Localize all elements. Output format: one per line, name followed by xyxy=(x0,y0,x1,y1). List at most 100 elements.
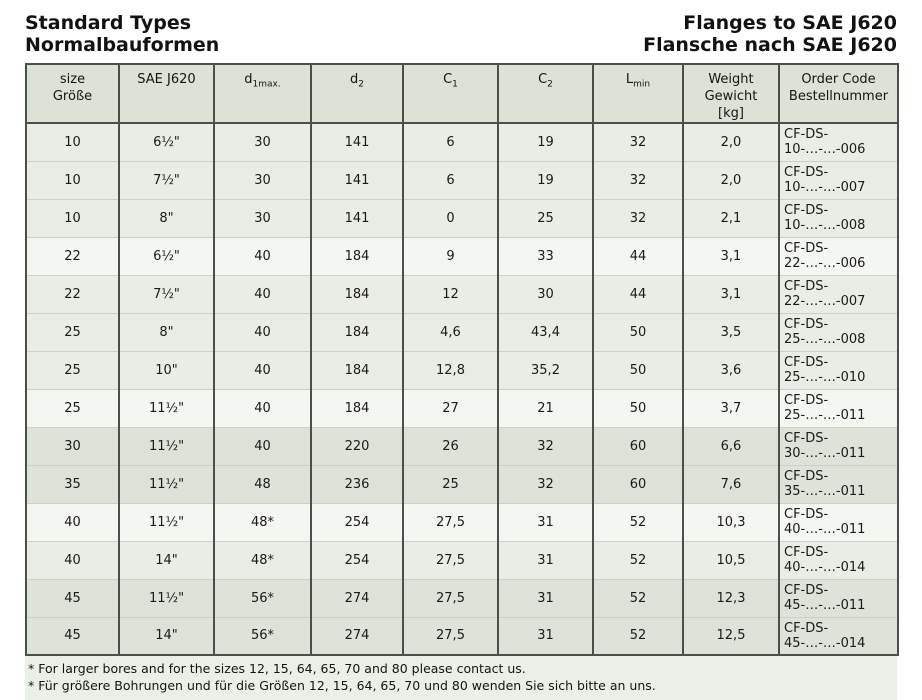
cell-d2: 254 xyxy=(310,540,403,579)
cell-lmin: 32 xyxy=(592,123,683,161)
cell-c1: 27,5 xyxy=(402,616,498,655)
cell-order-code: CF-DS-25-…-…-010 xyxy=(778,350,898,389)
cell-c2: 31 xyxy=(497,540,593,579)
cell-lmin: 52 xyxy=(592,616,683,655)
cell-sae: 7½" xyxy=(118,160,214,199)
cell-order-code: CF-DS-25-…-…-008 xyxy=(778,312,898,351)
table-row: 25 10" 40 184 12,8 35,2 50 3,6 CF-DS-25-… xyxy=(26,350,898,389)
cell-d2: 184 xyxy=(310,274,403,313)
cell-c1: 25 xyxy=(402,464,498,503)
cell-size: 45 xyxy=(26,578,119,617)
cell-order-code: CF-DS-22-…-…-006 xyxy=(778,236,898,275)
cell-lmin: 32 xyxy=(592,160,683,199)
cell-order-code: CF-DS-45-…-…-014 xyxy=(778,616,898,655)
cell-c2: 21 xyxy=(497,388,593,427)
table-body: 10 6½" 30 141 6 19 32 2,0 CF-DS-10-…-…-0… xyxy=(26,123,898,655)
cell-d1max: 40 xyxy=(213,312,311,351)
cell-d2: 220 xyxy=(310,426,403,465)
cell-size: 40 xyxy=(26,540,119,579)
cell-size: 22 xyxy=(26,236,119,275)
cell-lmin: 60 xyxy=(592,426,683,465)
cell-c2: 31 xyxy=(497,578,593,617)
cell-lmin: 50 xyxy=(592,350,683,389)
cell-d2: 274 xyxy=(310,578,403,617)
cell-c1: 27,5 xyxy=(402,502,498,541)
col-header-weight-unit: [kg] xyxy=(718,106,744,121)
cell-d2: 184 xyxy=(310,350,403,389)
cell-c2: 32 xyxy=(497,426,593,465)
cell-weight: 3,6 xyxy=(682,350,779,389)
cell-c1: 9 xyxy=(402,236,498,275)
cell-order-code: CF-DS-40-…-…-011 xyxy=(778,502,898,541)
cell-weight: 2,0 xyxy=(682,160,779,199)
cell-size: 25 xyxy=(26,312,119,351)
col-header-sae: SAE J620 xyxy=(118,64,214,124)
cell-d2: 141 xyxy=(310,198,403,237)
cell-size: 22 xyxy=(26,274,119,313)
cell-size: 35 xyxy=(26,464,119,503)
cell-lmin: 60 xyxy=(592,464,683,503)
cell-lmin: 52 xyxy=(592,540,683,579)
cell-size: 25 xyxy=(26,350,119,389)
cell-c1: 27 xyxy=(402,388,498,427)
table-row: 35 11½" 48 236 25 32 60 7,6 CF-DS-35-…-…… xyxy=(26,464,898,503)
col-header-d2: d2 xyxy=(310,64,403,124)
cell-c1: 12 xyxy=(402,274,498,313)
cell-weight: 3,1 xyxy=(682,274,779,313)
cell-sae: 11½" xyxy=(118,464,214,503)
cell-c2: 25 xyxy=(497,198,593,237)
cell-d2: 184 xyxy=(310,236,403,275)
cell-c2: 31 xyxy=(497,502,593,541)
col-header-size-en: size xyxy=(59,72,86,87)
cell-d2: 236 xyxy=(310,464,403,503)
table-row: 45 11½" 56* 274 27,5 31 52 12,3 CF-DS-45… xyxy=(26,578,898,617)
table-row: 30 11½" 40 220 26 32 60 6,6 CF-DS-30-…-…… xyxy=(26,426,898,465)
footnote-en: * For larger bores and for the sizes 12,… xyxy=(28,661,526,676)
cell-order-code: CF-DS-10-…-…-007 xyxy=(778,160,898,199)
cell-sae: 10" xyxy=(118,350,214,389)
cell-weight: 3,7 xyxy=(682,388,779,427)
cell-d1max: 40 xyxy=(213,236,311,275)
cell-d2: 274 xyxy=(310,616,403,655)
title-en: Standard Types xyxy=(25,12,192,34)
cell-weight: 6,6 xyxy=(682,426,779,465)
table-row: 10 6½" 30 141 6 19 32 2,0 CF-DS-10-…-…-0… xyxy=(26,123,898,161)
col-header-size-de: Größe xyxy=(52,89,93,104)
cell-sae: 7½" xyxy=(118,274,214,313)
cell-d1max: 30 xyxy=(213,123,311,161)
col-header-d1max: d1max. xyxy=(213,64,311,124)
cell-sae: 11½" xyxy=(118,426,214,465)
cell-lmin: 50 xyxy=(592,388,683,427)
cell-sae: 14" xyxy=(118,616,214,655)
cell-size: 40 xyxy=(26,502,119,541)
cell-sae: 11½" xyxy=(118,388,214,427)
col-header-order-de: Bestellnummer xyxy=(788,89,889,104)
cell-c1: 26 xyxy=(402,426,498,465)
cell-d1max: 40 xyxy=(213,350,311,389)
cell-weight: 3,5 xyxy=(682,312,779,351)
col-header-order-code: Order Code Bestellnummer xyxy=(778,64,898,124)
cell-c1: 27,5 xyxy=(402,540,498,579)
cell-d1max: 48 xyxy=(213,464,311,503)
subtitle-en: Flanges to SAE J620 xyxy=(683,12,897,34)
cell-d1max: 56* xyxy=(213,578,311,617)
cell-weight: 12,5 xyxy=(682,616,779,655)
subtitle-de: Flansche nach SAE J620 xyxy=(643,34,897,56)
cell-sae: 11½" xyxy=(118,578,214,617)
cell-c2: 32 xyxy=(497,464,593,503)
col-header-lmin: Lmin xyxy=(592,64,683,124)
cell-size: 10 xyxy=(26,160,119,199)
cell-lmin: 52 xyxy=(592,578,683,617)
col-header-c2: C2 xyxy=(497,64,593,124)
cell-lmin: 44 xyxy=(592,236,683,275)
table-row: 22 7½" 40 184 12 30 44 3,1 CF-DS-22-…-…-… xyxy=(26,274,898,313)
col-header-weight-de: Gewicht xyxy=(704,89,758,104)
table-row: 10 8" 30 141 0 25 32 2,1 CF-DS-10-…-…-00… xyxy=(26,198,898,237)
cell-size: 10 xyxy=(26,123,119,161)
cell-size: 10 xyxy=(26,198,119,237)
cell-c2: 19 xyxy=(497,123,593,161)
cell-d1max: 48* xyxy=(213,502,311,541)
cell-c1: 4,6 xyxy=(402,312,498,351)
table-row: 25 11½" 40 184 27 21 50 3,7 CF-DS-25-…-…… xyxy=(26,388,898,427)
